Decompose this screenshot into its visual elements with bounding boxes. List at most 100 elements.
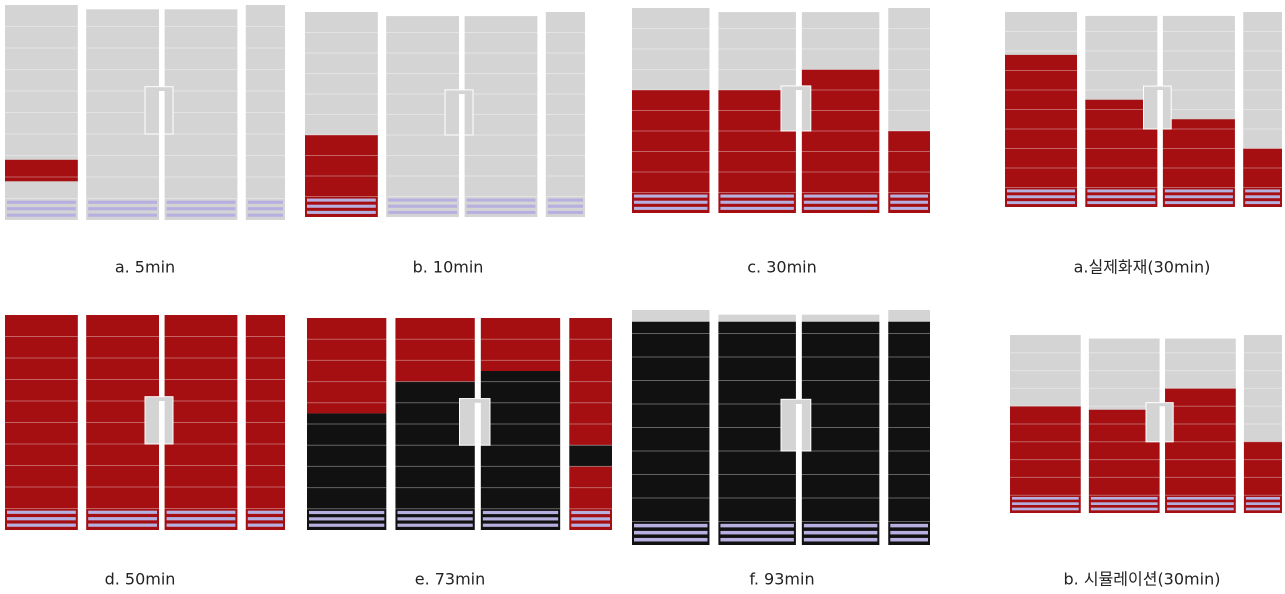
storage-stripe bbox=[1007, 195, 1075, 198]
burn-zone bbox=[802, 70, 879, 214]
caption: c. 30min bbox=[747, 258, 817, 277]
courtyard-gap bbox=[159, 91, 165, 134]
storage-stripe bbox=[804, 538, 877, 542]
storage-stripe bbox=[483, 517, 558, 520]
storage-stripe bbox=[167, 214, 236, 217]
storage-stripe bbox=[7, 511, 76, 514]
storage-stripe bbox=[1087, 195, 1155, 198]
storage-stripe bbox=[388, 211, 457, 214]
courtyard-gap bbox=[1157, 90, 1163, 129]
caption: a. 5min bbox=[115, 258, 175, 277]
storage-stripe bbox=[1246, 502, 1280, 505]
storage-stripe bbox=[397, 524, 472, 527]
storage-stripe bbox=[1012, 508, 1079, 511]
burn-zone bbox=[632, 322, 709, 545]
storage-stripe bbox=[1245, 201, 1280, 204]
burn-zone bbox=[481, 318, 560, 371]
storage-stripe bbox=[634, 201, 707, 204]
storage-stripe bbox=[167, 511, 236, 514]
storage-stripe bbox=[483, 524, 558, 527]
storage-stripe bbox=[309, 517, 384, 520]
figure: a. 5min b. 10min c. 30min a.실제화재(30min) … bbox=[0, 0, 1285, 594]
figure-canvas: a. 5min b. 10min c. 30min a.실제화재(30min) … bbox=[0, 0, 1285, 594]
storage-stripe bbox=[571, 517, 610, 520]
storage-stripe bbox=[1165, 195, 1233, 198]
courtyard-gap bbox=[459, 94, 465, 135]
storage-stripe bbox=[1007, 189, 1075, 192]
storage-stripe bbox=[167, 207, 236, 210]
caption: a.실제화재(30min) bbox=[1074, 258, 1211, 277]
storage-stripe bbox=[890, 195, 928, 198]
storage-stripe bbox=[88, 511, 157, 514]
storage-stripe bbox=[804, 524, 877, 528]
burn-zone bbox=[1163, 119, 1235, 207]
storage-stripe bbox=[634, 538, 707, 542]
burn-zone bbox=[569, 445, 612, 466]
building-block bbox=[465, 16, 538, 217]
storage-stripe bbox=[890, 207, 928, 210]
storage-stripe bbox=[88, 207, 157, 210]
storage-stripe bbox=[1012, 502, 1079, 505]
storage-stripe bbox=[1165, 201, 1233, 204]
storage-stripe bbox=[804, 195, 877, 198]
storage-stripe bbox=[720, 531, 793, 535]
storage-stripe bbox=[248, 207, 283, 210]
storage-stripe bbox=[248, 524, 283, 527]
caption: f. 93min bbox=[749, 570, 814, 589]
storage-stripe bbox=[1091, 508, 1158, 511]
courtyard-gap bbox=[159, 401, 165, 444]
storage-stripe bbox=[307, 211, 376, 214]
caption: b. 10min bbox=[413, 258, 484, 277]
storage-stripe bbox=[388, 199, 457, 202]
storage-stripe bbox=[890, 524, 928, 528]
storage-stripe bbox=[88, 517, 157, 520]
storage-stripe bbox=[248, 201, 283, 204]
courtyard-gap bbox=[475, 403, 481, 445]
storage-stripe bbox=[1245, 195, 1280, 198]
storage-stripe bbox=[167, 201, 236, 204]
storage-stripe bbox=[634, 531, 707, 535]
storage-stripe bbox=[7, 201, 76, 204]
building-block bbox=[165, 9, 238, 220]
burn-zone bbox=[307, 318, 386, 413]
storage-stripe bbox=[388, 205, 457, 208]
storage-stripe bbox=[467, 205, 536, 208]
storage-stripe bbox=[248, 511, 283, 514]
storage-stripe bbox=[571, 524, 610, 527]
storage-stripe bbox=[7, 207, 76, 210]
storage-stripe bbox=[634, 195, 707, 198]
caption: b. 시뮬레이션(30min) bbox=[1064, 570, 1221, 589]
storage-stripe bbox=[890, 201, 928, 204]
storage-stripe bbox=[483, 511, 558, 514]
storage-stripe bbox=[1167, 508, 1234, 511]
storage-stripe bbox=[548, 211, 583, 214]
storage-stripe bbox=[1167, 502, 1234, 505]
storage-stripe bbox=[7, 524, 76, 527]
storage-stripe bbox=[467, 199, 536, 202]
storage-stripe bbox=[1165, 189, 1233, 192]
storage-stripe bbox=[248, 517, 283, 520]
storage-stripe bbox=[1091, 502, 1158, 505]
storage-stripe bbox=[309, 511, 384, 514]
storage-stripe bbox=[248, 214, 283, 217]
burn-zone bbox=[5, 160, 78, 182]
courtyard-gap bbox=[1160, 406, 1165, 442]
storage-stripe bbox=[88, 214, 157, 217]
storage-stripe bbox=[890, 538, 928, 542]
burn-zone bbox=[802, 322, 879, 545]
storage-stripe bbox=[167, 524, 236, 527]
storage-stripe bbox=[7, 517, 76, 520]
storage-stripe bbox=[720, 524, 793, 528]
storage-stripe bbox=[1246, 508, 1280, 511]
storage-stripe bbox=[88, 201, 157, 204]
storage-stripe bbox=[1012, 497, 1079, 500]
storage-stripe bbox=[1087, 189, 1155, 192]
caption: e. 73min bbox=[415, 570, 486, 589]
storage-stripe bbox=[804, 531, 877, 535]
burn-zone bbox=[888, 322, 930, 545]
storage-stripe bbox=[167, 517, 236, 520]
courtyard-gap bbox=[796, 404, 802, 451]
storage-stripe bbox=[7, 214, 76, 217]
caption: d. 50min bbox=[105, 570, 176, 589]
storage-stripe bbox=[634, 207, 707, 210]
